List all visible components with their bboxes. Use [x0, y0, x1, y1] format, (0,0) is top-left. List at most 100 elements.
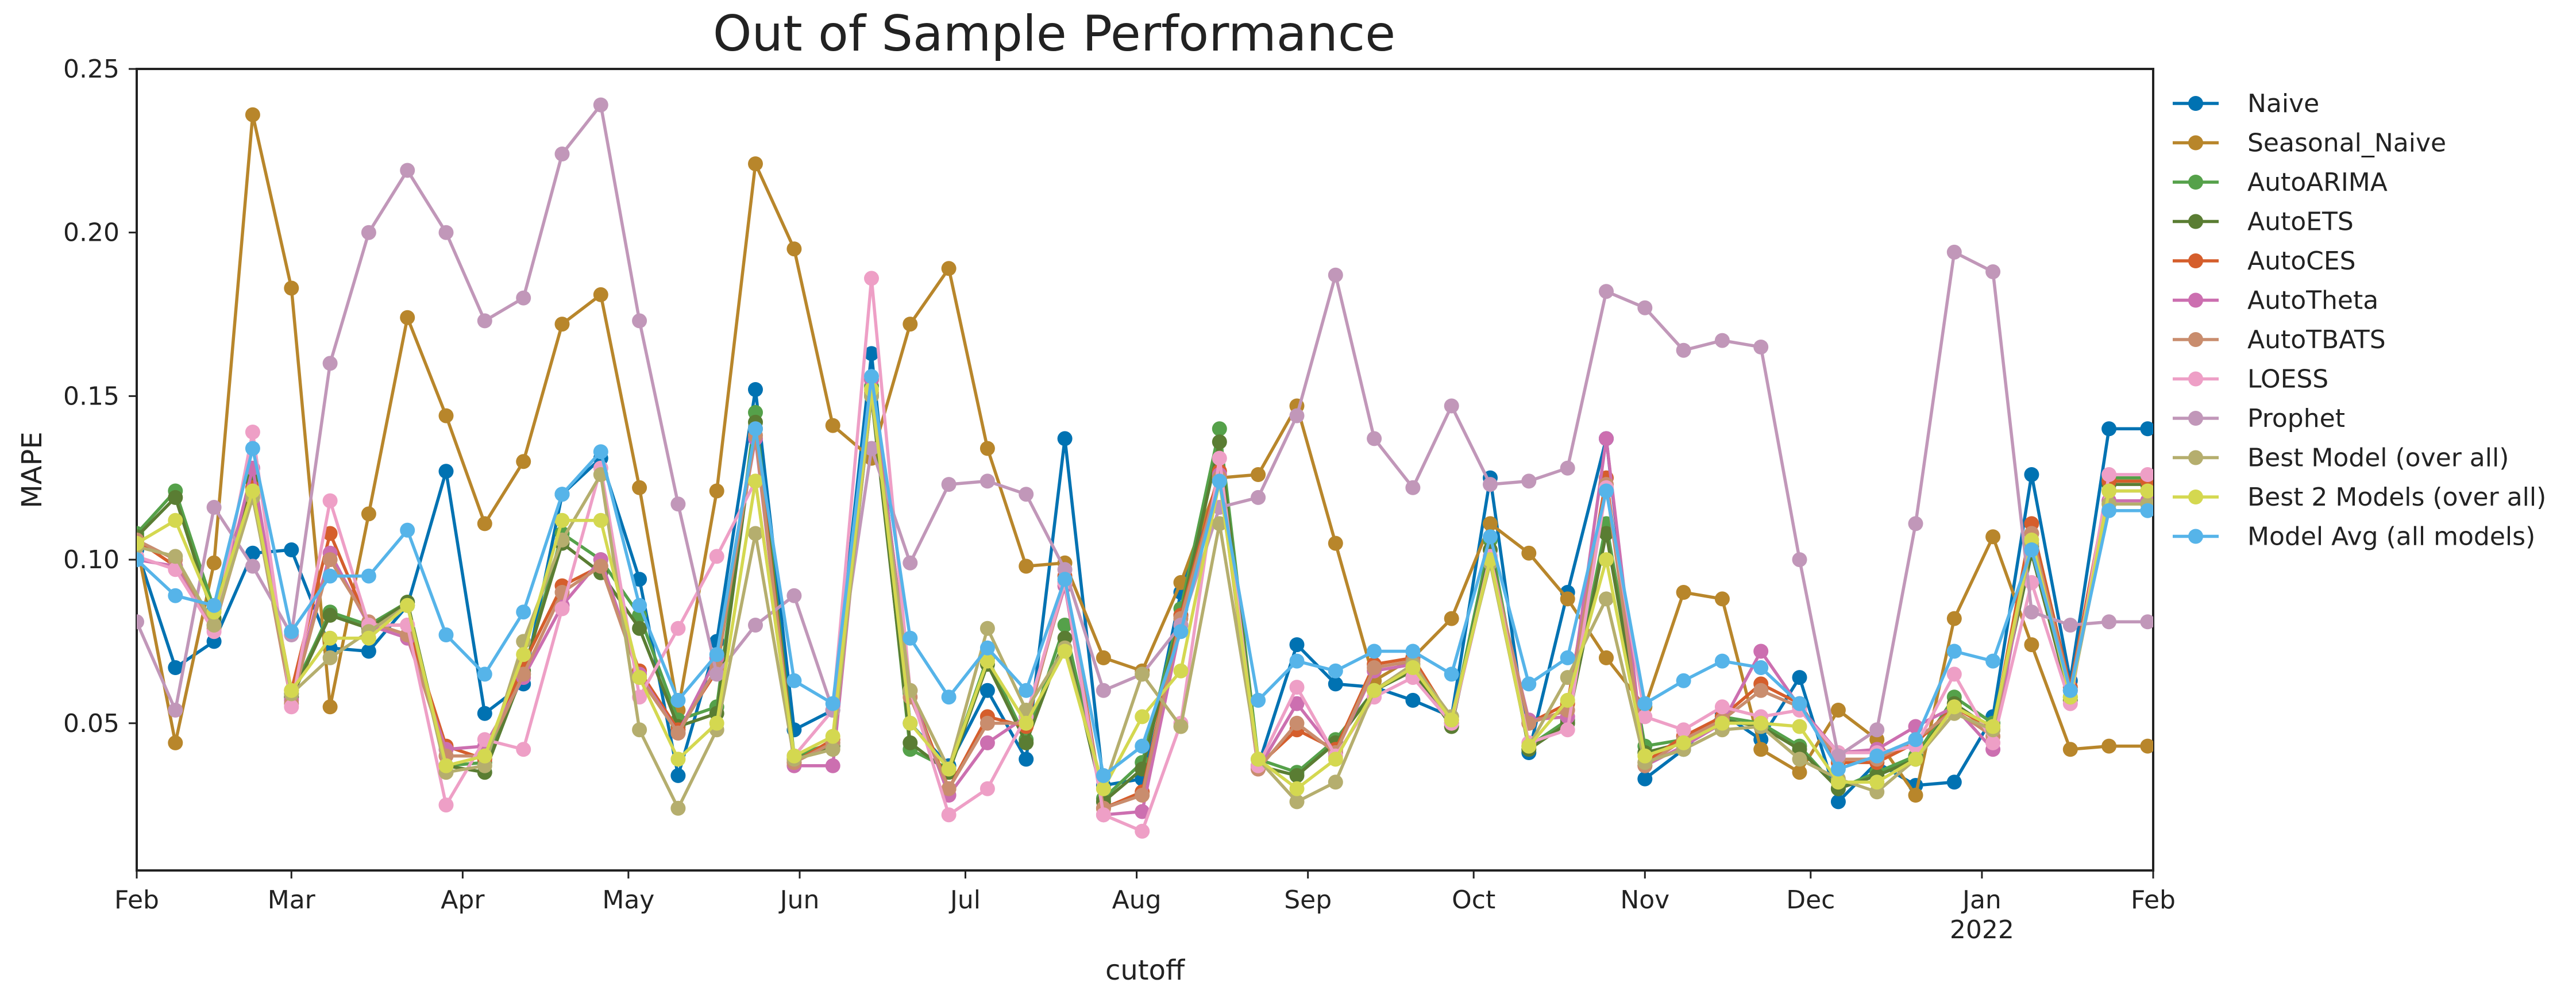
data-point — [1676, 585, 1691, 600]
data-point — [245, 441, 260, 456]
data-point — [477, 516, 492, 531]
data-point — [168, 588, 183, 603]
series-line — [137, 103, 2148, 758]
data-point — [1444, 712, 1459, 728]
data-point — [941, 781, 957, 796]
x-tick-label: Apr — [441, 885, 485, 915]
data-point — [1289, 794, 1305, 810]
data-point — [206, 618, 222, 633]
data-point — [1251, 467, 1266, 482]
data-point — [1251, 692, 1266, 708]
legend-label: Best Model (over all) — [2247, 444, 2509, 473]
data-point — [1753, 683, 1769, 698]
data-point — [1405, 660, 1421, 675]
data-point — [361, 644, 376, 659]
data-point — [1367, 683, 1382, 698]
legend-item: Best Model (over all) — [2173, 444, 2509, 473]
data-point — [1753, 644, 1769, 659]
data-point — [709, 483, 724, 499]
data-point — [1637, 748, 1653, 764]
data-point — [516, 454, 531, 469]
legend-swatch-marker — [2188, 490, 2203, 504]
series-seasonal-naive — [137, 107, 2153, 803]
data-point — [1096, 650, 1111, 665]
data-point — [1444, 666, 1459, 682]
x-tick-label: Jun — [778, 885, 820, 915]
data-point — [1792, 719, 1807, 734]
legend-swatch-marker — [2188, 214, 2203, 229]
data-point — [709, 715, 724, 731]
data-point — [980, 735, 995, 750]
data-point — [477, 706, 492, 721]
data-point — [1173, 663, 1189, 679]
data-point — [593, 513, 608, 528]
data-point — [1135, 666, 1150, 682]
data-point — [786, 748, 802, 764]
data-point — [322, 699, 338, 715]
data-point — [168, 703, 183, 718]
data-point — [1367, 431, 1382, 446]
data-point — [1560, 722, 1575, 738]
legend-swatch-marker — [2188, 332, 2203, 347]
data-point — [400, 522, 415, 538]
legend-swatch-marker — [2188, 253, 2203, 268]
data-point — [980, 781, 995, 796]
data-point — [2024, 604, 2039, 620]
data-point — [1521, 738, 1537, 754]
data-point — [1753, 742, 1769, 757]
data-point — [980, 441, 995, 456]
plot-series-group — [137, 97, 2153, 839]
data-point — [438, 225, 454, 240]
data-point — [168, 660, 183, 675]
data-point — [2101, 503, 2117, 518]
y-tick-label: 0.10 — [63, 545, 119, 575]
legend-label: Seasonal_Naive — [2247, 129, 2446, 158]
data-point — [168, 513, 183, 528]
data-point — [748, 382, 763, 397]
data-point — [748, 156, 763, 172]
data-point — [2024, 637, 2039, 653]
data-point — [2140, 614, 2153, 630]
data-point — [1676, 673, 1691, 688]
data-point — [1483, 529, 1498, 545]
legend-label: AutoCES — [2247, 246, 2356, 276]
data-point — [322, 493, 338, 508]
data-point — [1405, 692, 1421, 708]
data-point — [554, 513, 570, 528]
data-point — [2024, 542, 2039, 557]
legend-label: AutoTBATS — [2247, 325, 2386, 354]
data-point — [670, 621, 686, 636]
data-point — [516, 666, 531, 682]
legend-item: Prophet — [2173, 404, 2345, 433]
legend-item: Best 2 Models (over all) — [2173, 483, 2546, 512]
data-point — [941, 807, 957, 823]
legend-item: LOESS — [2173, 365, 2328, 394]
data-point — [903, 317, 918, 332]
data-point — [1444, 611, 1459, 626]
data-point — [1328, 774, 1343, 790]
data-point — [284, 542, 299, 557]
data-point — [593, 97, 608, 113]
data-point — [632, 572, 647, 587]
data-point — [1019, 487, 1034, 502]
data-point — [1289, 680, 1305, 695]
data-point — [1830, 774, 1846, 790]
y-tick-label: 0.15 — [63, 382, 119, 411]
data-point — [941, 689, 957, 705]
data-point — [1289, 768, 1305, 783]
data-point — [322, 650, 338, 665]
data-point — [361, 506, 376, 522]
x-tick-label: Nov — [1620, 885, 1669, 915]
data-point — [825, 729, 840, 744]
data-point — [554, 147, 570, 161]
data-point — [1599, 552, 1614, 568]
data-point — [1135, 709, 1150, 725]
data-point — [1714, 333, 1730, 348]
data-point — [903, 555, 918, 571]
data-point — [593, 558, 608, 574]
data-point — [1367, 660, 1382, 675]
data-point — [2101, 421, 2117, 437]
data-point — [1714, 699, 1730, 715]
data-point — [322, 552, 338, 568]
data-point — [2140, 503, 2153, 518]
